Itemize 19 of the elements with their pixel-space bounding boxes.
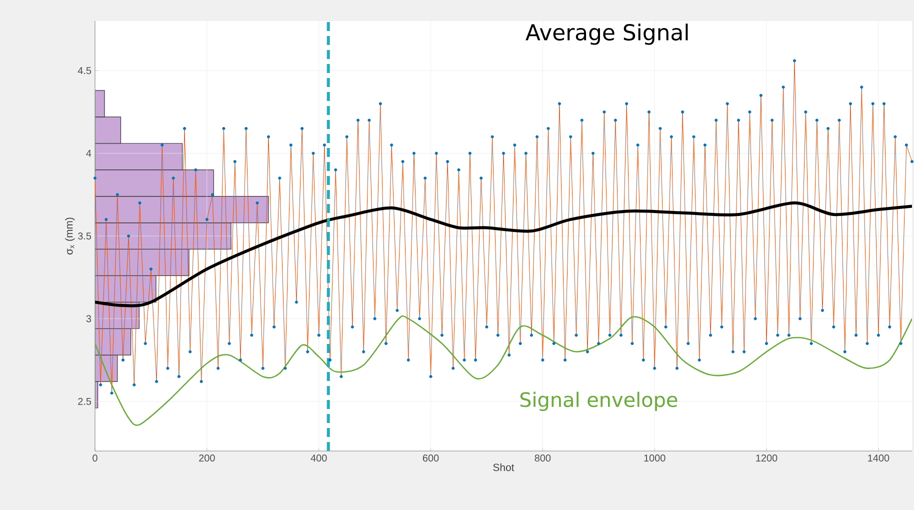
- x-tick-label: 600: [422, 454, 439, 462]
- x-tick-label: 400: [310, 454, 327, 462]
- x-tick-label: 800: [534, 454, 551, 462]
- x-tick-label: 1400: [868, 454, 890, 462]
- x-axis-title: Shot: [493, 463, 514, 472]
- x-tick-label: 0: [92, 454, 98, 462]
- x-tick-label: 200: [199, 454, 215, 462]
- y-tick-label: 2.5: [78, 398, 92, 405]
- y-tick-label: 4.5: [78, 67, 92, 74]
- text: Average Signal: [526, 24, 688, 45]
- x-tick-label: 1200: [756, 454, 778, 462]
- series-label: Signal envelope: [520, 392, 678, 412]
- line-series: [95, 316, 912, 426]
- x-tick-label: 1000: [644, 454, 666, 462]
- y-tick-label: 4: [86, 150, 92, 157]
- y-tick-label: 3: [86, 315, 92, 322]
- line-series: [95, 201, 912, 308]
- y-tick-label: 3.5: [78, 232, 92, 240]
- y-axis-title: σ$_{x}$ (mm): [65, 218, 75, 255]
